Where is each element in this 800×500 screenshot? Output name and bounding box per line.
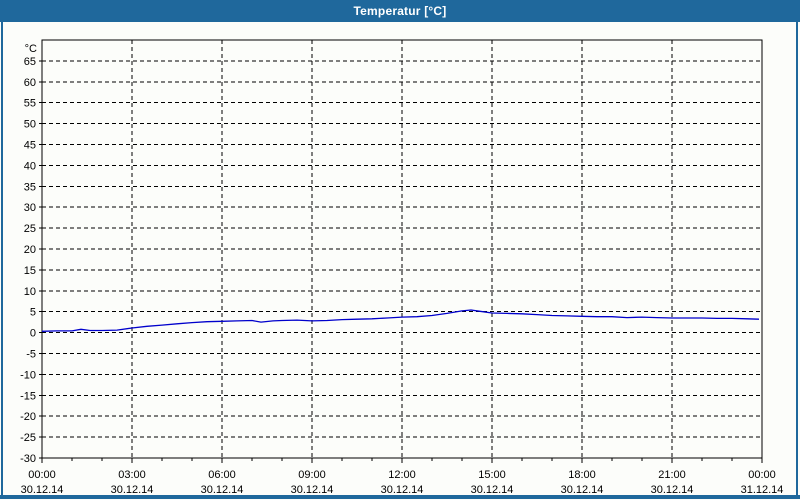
x-axis-time-label: 18:00 (568, 469, 596, 481)
y-axis-label: 40 (24, 160, 36, 172)
x-axis-time-label: 06:00 (208, 469, 236, 481)
x-axis-time-label: 21:00 (658, 469, 686, 481)
y-axis-label: 20 (24, 244, 36, 256)
x-axis-time-label: 12:00 (388, 469, 416, 481)
y-axis-label: -25 (20, 432, 36, 444)
x-axis-date-label: 30.12.14 (651, 484, 694, 496)
temperature-chart: -30 -25 -20 -15 -10 -5 0 5 10 15 20 25 30 35 40 45 50 55 6… (20, 39, 784, 496)
y-axis-label: 60 (24, 77, 36, 89)
y-axis-label: 0 (30, 328, 36, 340)
y-axis-label: -30 (20, 453, 36, 465)
x-axis-date-label: 30.12.14 (381, 484, 424, 496)
x-axis-time-label: 09:00 (298, 469, 326, 481)
y-axis-label: -5 (26, 349, 36, 361)
temperature-series-line (41, 309, 760, 332)
y-axis-label: 25 (24, 223, 36, 235)
x-axis-date-label: 30.12.14 (21, 484, 64, 496)
x-axis-date-label: 30.12.14 (471, 484, 514, 496)
y-axis-label: 15 (24, 265, 36, 277)
y-axis-label: 10 (24, 286, 36, 298)
window-titlebar[interactable]: Temperatur [°C] (0, 0, 800, 22)
y-axis-label: -10 (20, 369, 36, 381)
y-axis-label: -15 (20, 390, 36, 402)
x-axis-date-label: 30.12.14 (291, 484, 334, 496)
window-border-right (796, 22, 798, 499)
x-axis-date-label: 31.12.14 (741, 484, 784, 496)
y-axis-label: 5 (30, 307, 36, 319)
y-axis-label: 30 (24, 202, 36, 214)
x-axis-date-label: 30.12.14 (201, 484, 244, 496)
x-axis-date-label: 30.12.14 (111, 484, 154, 496)
y-axis-unit-label: °C (25, 43, 37, 55)
y-axis-label: 50 (24, 119, 36, 131)
y-axis-label: -20 (20, 411, 36, 423)
y-axis-label: 35 (24, 181, 36, 193)
window-title: Temperatur [°C] (353, 4, 447, 18)
window-border-left (1, 22, 3, 499)
x-axis-time-label: 15:00 (478, 469, 506, 481)
x-axis-time-label: 00:00 (748, 469, 776, 481)
y-axis-label: 55 (24, 98, 36, 110)
x-axis-time-label: 03:00 (118, 469, 146, 481)
window-border-bottom (0, 495, 800, 499)
x-axis-date-label: 30.12.14 (561, 484, 604, 496)
x-axis-time-label: 00:00 (28, 469, 56, 481)
y-axis-label: 65 (24, 56, 36, 68)
y-axis-label: 45 (24, 140, 36, 152)
